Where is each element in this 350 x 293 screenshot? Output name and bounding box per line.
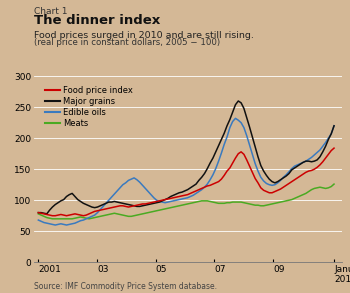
- Text: Source: IMF Commodity Price System database.: Source: IMF Commodity Price System datab…: [34, 282, 217, 291]
- Text: Chart 1: Chart 1: [34, 7, 68, 16]
- Text: The dinner index: The dinner index: [34, 14, 160, 27]
- Text: Food prices surged in 2010 and are still rising.: Food prices surged in 2010 and are still…: [34, 31, 254, 40]
- Text: (real price in constant dollars, 2005 − 100): (real price in constant dollars, 2005 − …: [34, 38, 220, 47]
- Legend: Food price index, Major grains, Edible oils, Meats: Food price index, Major grains, Edible o…: [41, 82, 136, 131]
